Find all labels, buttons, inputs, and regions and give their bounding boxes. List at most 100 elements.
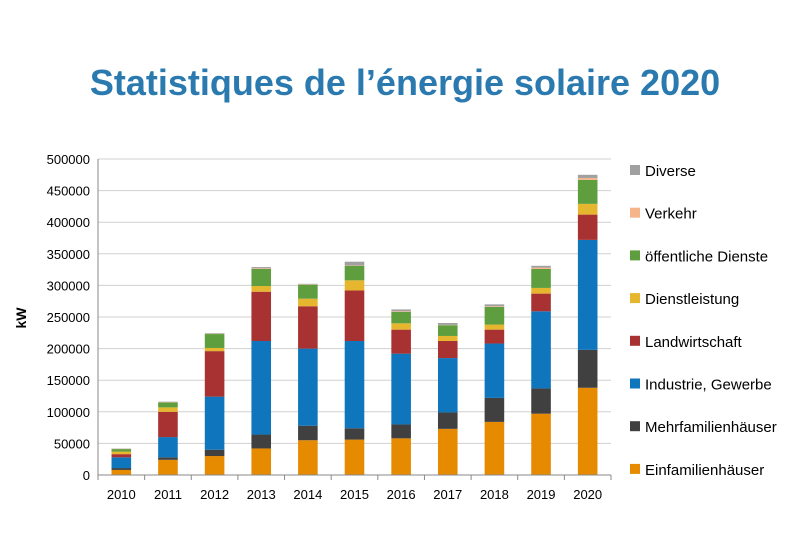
bar-segment xyxy=(391,329,411,354)
y-axis-label: kW xyxy=(13,307,29,329)
bar-segment xyxy=(204,347,225,352)
bar-segment xyxy=(298,425,318,441)
axes xyxy=(97,159,612,480)
bar-segment xyxy=(251,268,272,269)
bar-segment xyxy=(484,306,505,325)
y-tick-label: 250000 xyxy=(47,310,90,325)
x-tick-label: 2016 xyxy=(387,487,416,502)
y-tick-label: 300000 xyxy=(47,278,90,293)
legend-label: Dienstleistung xyxy=(645,291,739,308)
bar-segment xyxy=(391,353,411,425)
legend-swatch xyxy=(630,165,640,175)
bar-segment xyxy=(391,309,411,312)
bar-segment xyxy=(531,267,551,269)
bar-segment xyxy=(111,468,132,470)
bar-segment xyxy=(484,324,505,330)
y-tick-label: 150000 xyxy=(47,373,90,388)
legend: Diverse Verkehr öffentliche Dienste Dienstl… xyxy=(630,163,777,479)
legend-swatch xyxy=(630,250,640,261)
bars xyxy=(111,174,598,475)
bar-segment xyxy=(298,348,318,426)
bar-segment xyxy=(437,358,458,413)
bar-segment xyxy=(204,396,225,450)
bar-segment xyxy=(577,174,598,178)
x-tick-label: 2017 xyxy=(433,487,462,502)
bar-segment xyxy=(437,325,458,336)
bar-segment xyxy=(344,261,365,266)
bar-segment xyxy=(111,451,132,455)
bar-segment xyxy=(577,387,598,475)
bar-segment xyxy=(251,434,272,449)
bar-segment xyxy=(204,351,225,397)
bar-segment xyxy=(577,214,598,240)
bar-segment xyxy=(391,323,411,330)
legend-swatch xyxy=(630,463,640,474)
x-tick-label: 2019 xyxy=(527,487,556,502)
bar-segment xyxy=(251,291,272,342)
bar-segment xyxy=(484,306,505,307)
bar-segment xyxy=(437,412,458,429)
bar-segment xyxy=(484,343,505,398)
legend-swatch xyxy=(630,421,640,432)
bar-segment xyxy=(158,437,178,458)
bar-segment xyxy=(111,457,132,469)
bar-segment xyxy=(251,268,272,287)
x-tick-labels: 2010 2011 2012 2013 2014 2015 2016 2017 2018 2019… xyxy=(107,487,602,502)
bar-segment xyxy=(531,293,551,312)
bar-segment xyxy=(111,454,132,458)
bar-segment xyxy=(344,265,365,281)
bar-segment xyxy=(484,421,505,475)
legend-label: Diverse xyxy=(645,163,696,180)
legend-label: Industrie, Gewerbe xyxy=(645,377,772,394)
legend-swatch xyxy=(630,207,640,218)
x-tick-label: 2015 xyxy=(340,487,369,502)
legend-swatch xyxy=(630,335,640,346)
y-tick-labels: 0 50000 100000 150000 200000 250000 300000 3500… xyxy=(47,152,90,483)
bar-segment xyxy=(298,283,318,285)
bar-segment xyxy=(204,334,225,348)
y-tick-label: 450000 xyxy=(47,184,90,199)
bar-segment xyxy=(158,407,178,412)
bar-segment xyxy=(111,469,132,475)
bar-segment xyxy=(298,298,318,307)
bar-segment xyxy=(251,267,272,269)
legend-label: öffentliche Dienste xyxy=(645,248,768,265)
bar-segment xyxy=(484,304,505,307)
y-tick-label: 200000 xyxy=(47,342,90,357)
bar-segment xyxy=(531,388,551,414)
legend-label: Verkehr xyxy=(645,206,697,223)
bar-segment xyxy=(251,448,272,475)
bar-segment xyxy=(204,456,225,475)
bar-segment xyxy=(437,323,458,325)
bar-segment xyxy=(577,349,598,388)
x-tick-label: 2018 xyxy=(480,487,509,502)
bar-segment xyxy=(577,177,598,180)
bar-segment xyxy=(577,239,598,350)
bar-segment xyxy=(391,311,411,312)
bar-segment xyxy=(344,428,365,440)
legend-swatch xyxy=(630,293,640,304)
bar-segment xyxy=(251,341,272,435)
y-tick-label: 50000 xyxy=(54,436,90,451)
legend-label: Landwirtschaft xyxy=(645,334,743,351)
bar-segment xyxy=(344,280,365,291)
bar-segment xyxy=(158,457,178,460)
bar-segment xyxy=(344,290,365,342)
bar-segment xyxy=(437,428,458,475)
bar-segment xyxy=(298,284,318,299)
y-tick-label: 350000 xyxy=(47,247,90,262)
bar-segment xyxy=(251,286,272,292)
bar-segment xyxy=(437,335,458,342)
bar-segment xyxy=(531,268,551,288)
legend-swatch xyxy=(630,378,640,389)
bar-segment xyxy=(577,179,598,204)
y-tick-label: 100000 xyxy=(47,405,90,420)
bar-segment xyxy=(111,449,132,452)
chart-title: Statistiques de l’énergie solaire 2020 xyxy=(89,62,721,103)
bar-segment xyxy=(298,306,318,349)
bar-segment xyxy=(391,438,411,475)
bar-segment xyxy=(531,287,551,294)
y-tick-label: 400000 xyxy=(47,215,90,230)
bar-segment xyxy=(531,311,551,389)
bar-segment xyxy=(391,311,411,324)
